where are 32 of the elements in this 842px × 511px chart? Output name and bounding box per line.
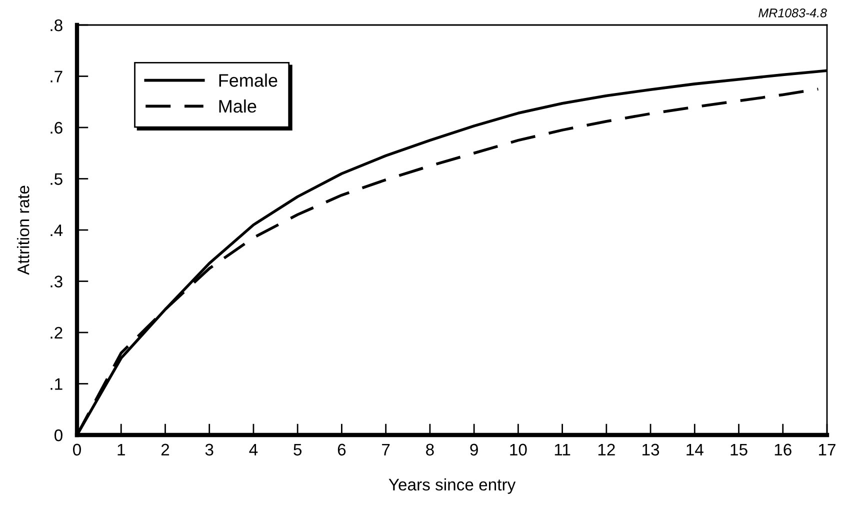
text: MR1083-4.8 xyxy=(758,8,827,18)
y-tick-label: .5 xyxy=(50,173,62,185)
x-tick-label: 10 xyxy=(510,444,527,456)
y-tick-label: .1 xyxy=(50,378,62,390)
x-tick-label: 9 xyxy=(470,444,478,456)
y-tick-label: .6 xyxy=(50,122,62,134)
x-tick-label: 11 xyxy=(554,444,570,456)
y-tick-label: .7 xyxy=(50,70,62,82)
legend-label: Male xyxy=(219,99,256,113)
x-tick-label: 0 xyxy=(73,444,81,456)
x-tick-label: 15 xyxy=(730,444,748,456)
x-tick-label: 6 xyxy=(338,444,346,456)
y-tick-label: 0 xyxy=(54,429,62,442)
x-tick-label: 12 xyxy=(598,444,615,456)
legend-label: Female xyxy=(219,74,278,87)
y-tick-label: .3 xyxy=(50,276,62,288)
x-tick-label: 4 xyxy=(249,444,258,456)
y-axis-title: Attrition rate xyxy=(17,186,30,275)
x-tick-label: 7 xyxy=(382,444,390,456)
y-tick-label: .4 xyxy=(50,224,63,236)
x-tick-label: 14 xyxy=(686,444,704,456)
x-tick-label: 1 xyxy=(118,444,125,456)
x-tick-label: 8 xyxy=(426,444,434,456)
x-tick-label: 16 xyxy=(774,444,792,456)
x-tick-label: 5 xyxy=(294,444,302,456)
x-tick-label: 3 xyxy=(205,444,214,456)
x-tick-label: 17 xyxy=(819,444,836,456)
x-axis-title: Years since entry xyxy=(388,478,516,494)
y-tick-label: .2 xyxy=(50,326,62,339)
x-tick-label: 13 xyxy=(642,444,660,456)
y-tick-label: .8 xyxy=(50,19,62,32)
x-tick-label: 2 xyxy=(161,444,170,456)
